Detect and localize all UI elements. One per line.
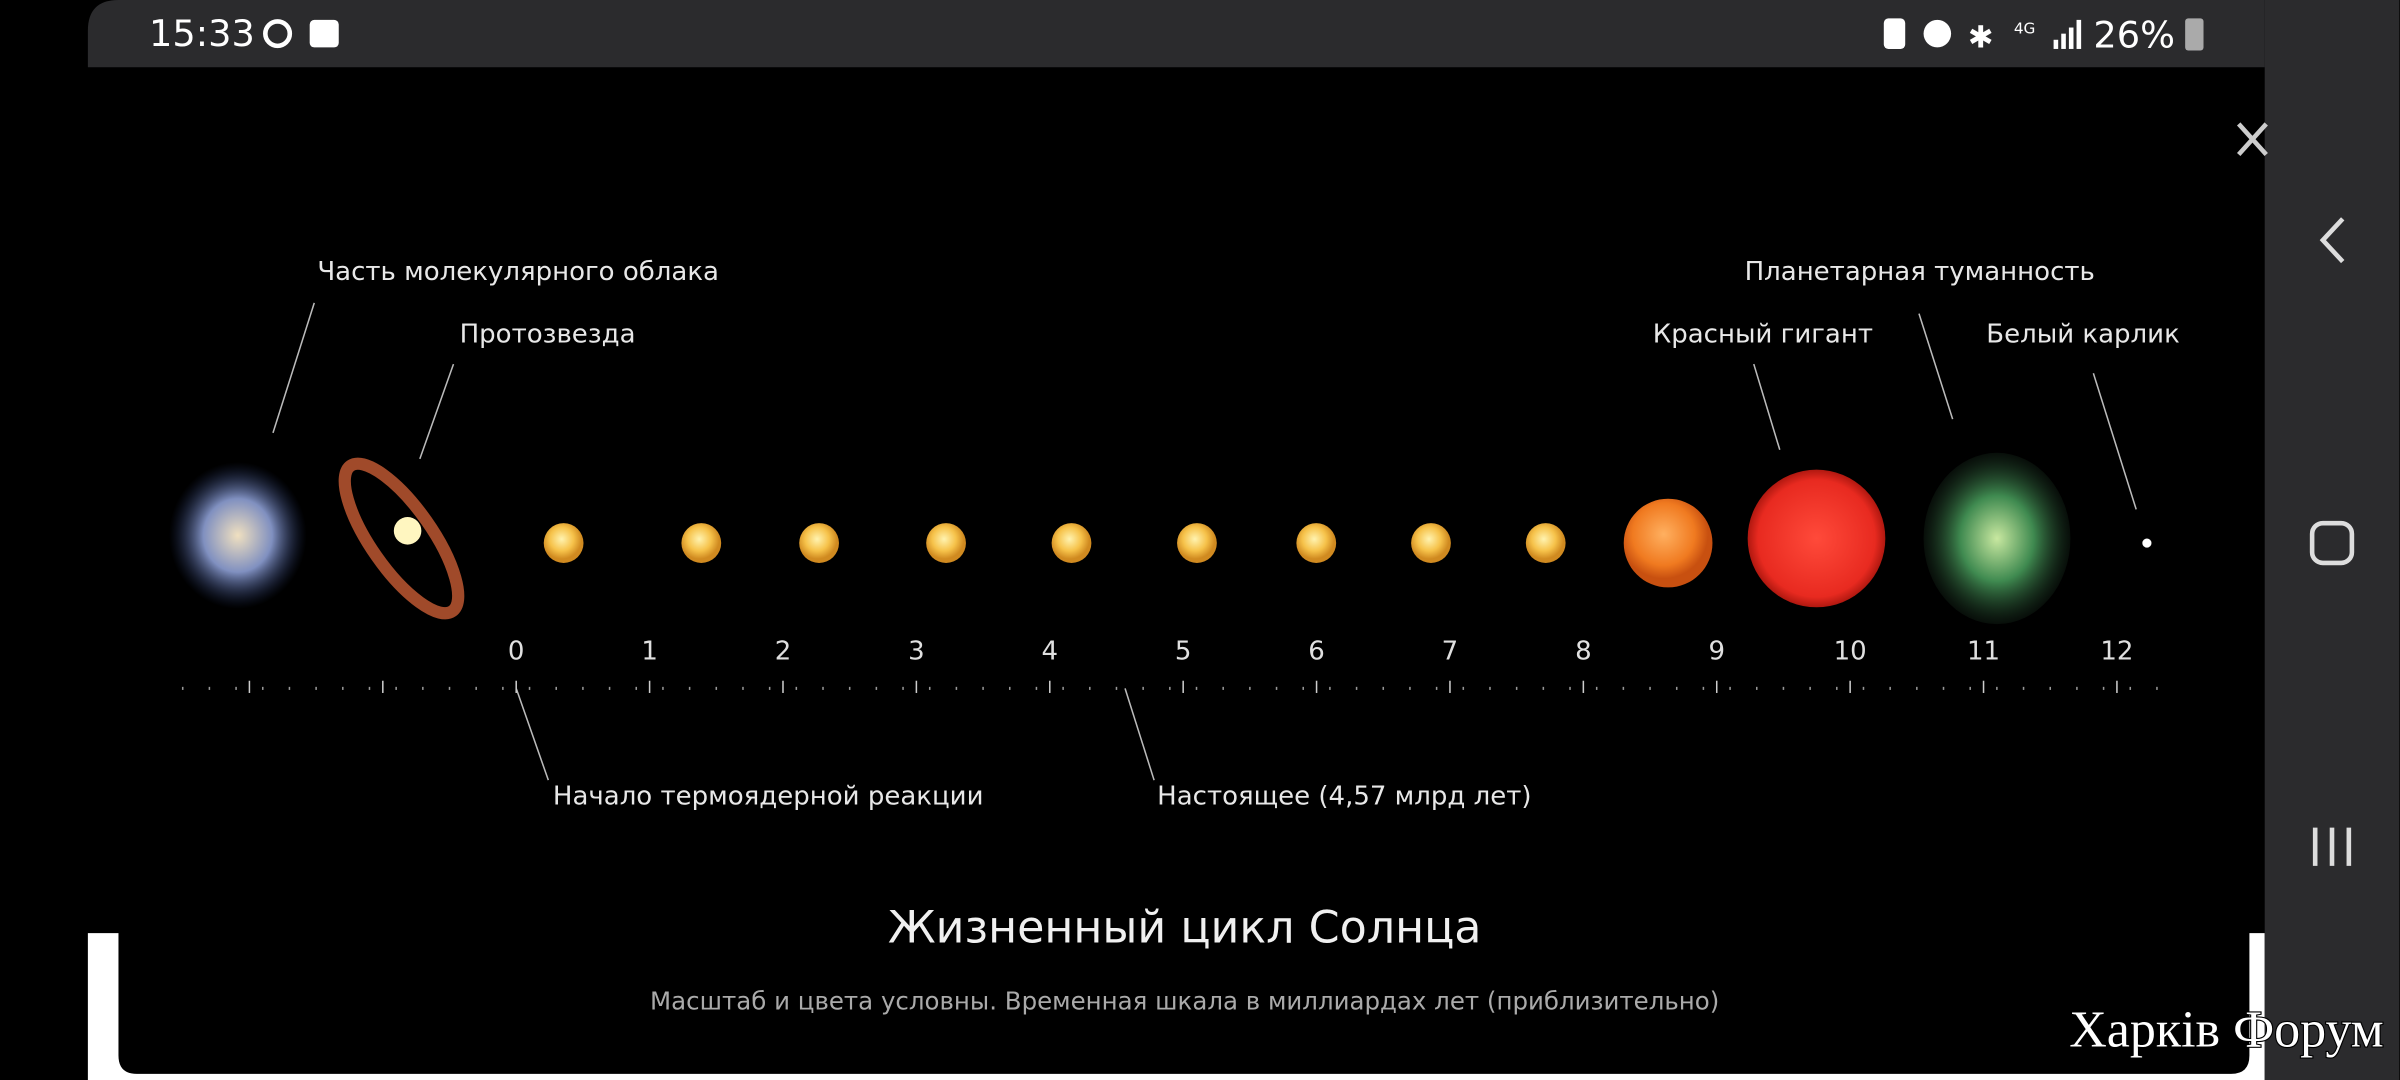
diagram-subtitle: Масштаб и цвета условны. Временная шкала… <box>650 987 1719 1016</box>
star <box>1177 523 1217 563</box>
stage-label: Часть молекулярного облака <box>317 257 719 287</box>
stage-label: Планетарная туманность <box>1745 257 2095 287</box>
stage-label: Протозвезда <box>460 320 636 350</box>
star <box>1051 523 1092 563</box>
nav-recents[interactable] <box>2312 827 2352 866</box>
status-battery: 26% <box>2093 13 2175 56</box>
nav-bar <box>2264 0 2400 1080</box>
red-giant <box>1747 469 1886 608</box>
watermark: Харків Форум <box>2069 1001 2384 1058</box>
diagram-title: Жизненный цикл Солнца <box>888 902 1482 953</box>
svg-text:4G: 4G <box>2014 20 2036 38</box>
status-icon <box>309 19 339 48</box>
stage-label: Белый карлик <box>1986 320 2180 350</box>
timeline-label: 11 <box>1967 636 2000 666</box>
timeline-label: 6 <box>1308 636 1325 666</box>
star <box>543 523 584 563</box>
star <box>1296 523 1337 563</box>
timeline-label: 4 <box>1042 636 1059 666</box>
nav-back[interactable] <box>2319 217 2345 264</box>
stage-label: Красный гигант <box>1653 320 1873 350</box>
timeline-label: 12 <box>2100 636 2133 666</box>
timeline-label: 9 <box>1708 636 1725 666</box>
timeline-label: 8 <box>1575 636 1592 666</box>
timeline-label: 2 <box>775 636 792 666</box>
battery-icon <box>2185 18 2204 51</box>
status-icons: ✱ 4G <box>1883 18 2082 55</box>
white-dwarf <box>2142 538 2152 548</box>
timeline-label: 5 <box>1175 636 1192 666</box>
star <box>1525 523 1566 563</box>
timeline-label: 0 <box>508 636 525 666</box>
timeline-label: 7 <box>1442 636 1459 666</box>
status-time: 15:33 <box>149 12 255 55</box>
main-sequence <box>543 523 1566 563</box>
star <box>1411 523 1451 563</box>
protostar-disk <box>338 457 465 620</box>
subgiant <box>1623 498 1713 588</box>
star <box>799 523 839 563</box>
molecular-cloud <box>168 461 307 609</box>
timeline-label: 3 <box>908 636 925 666</box>
event-label: Настоящее (4,57 млрд лет) <box>1157 782 1531 812</box>
timeline-label: 10 <box>1834 636 1867 666</box>
event-label: Начало термоядерной реакции <box>553 782 984 812</box>
protostar <box>393 517 422 545</box>
star <box>681 523 722 563</box>
planetary-nebula <box>1923 452 2071 625</box>
leaders <box>272 302 2137 781</box>
star <box>926 523 966 563</box>
nav-home[interactable] <box>2309 520 2355 566</box>
status-bar <box>87 0 2265 68</box>
timeline-label: 1 <box>641 636 658 666</box>
timeline: 0 1 2 3 4 5 6 7 8 9 10 11 12 <box>181 636 2158 693</box>
svg-text:✱: ✱ <box>1968 20 1994 55</box>
status-icon <box>263 19 293 49</box>
close-button[interactable] <box>2236 122 2268 157</box>
